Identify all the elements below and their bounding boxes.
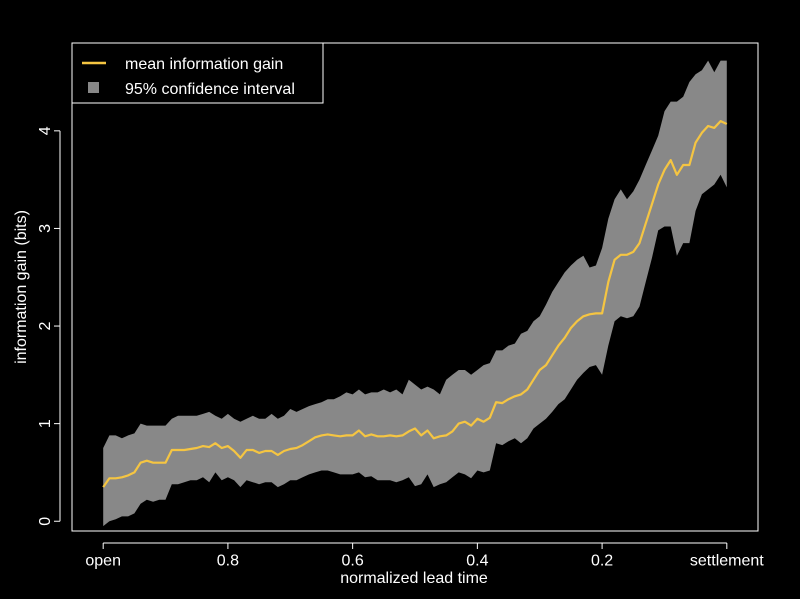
x-tick-label: open [85,552,121,569]
x-axis-label: normalized lead time [340,570,488,587]
y-tick-label: 3 [37,224,54,233]
legend-square-swatch [88,82,99,93]
y-axis-label: information gain (bits) [13,210,30,364]
x-tick-label: 0.4 [466,552,488,569]
y-tick-label: 0 [37,517,54,526]
mean-line-layer [102,119,728,488]
x-tick-label: settlement [690,552,764,569]
legend: mean information gain 95% confidence int… [71,42,324,104]
plot-frame [71,42,759,532]
y-tick-label: 2 [37,321,54,330]
legend-label-ci: 95% confidence interval [125,81,295,98]
confidence-band-layer [103,60,727,527]
confidence-band [103,60,727,527]
mean-information-gain-line [102,119,728,488]
x-tick-label: 0.6 [342,552,364,569]
axes-layer: open 0.8 0.6 0.4 0.2 settlement 0 1 2 3 4 [37,126,764,569]
x-tick-label: 0.8 [217,552,239,569]
y-tick-label: 4 [37,126,54,135]
y-tick-label: 1 [37,419,54,428]
legend-box [71,42,324,104]
legend-label-mean: mean information gain [125,56,283,73]
x-tick-label: 0.2 [591,552,613,569]
